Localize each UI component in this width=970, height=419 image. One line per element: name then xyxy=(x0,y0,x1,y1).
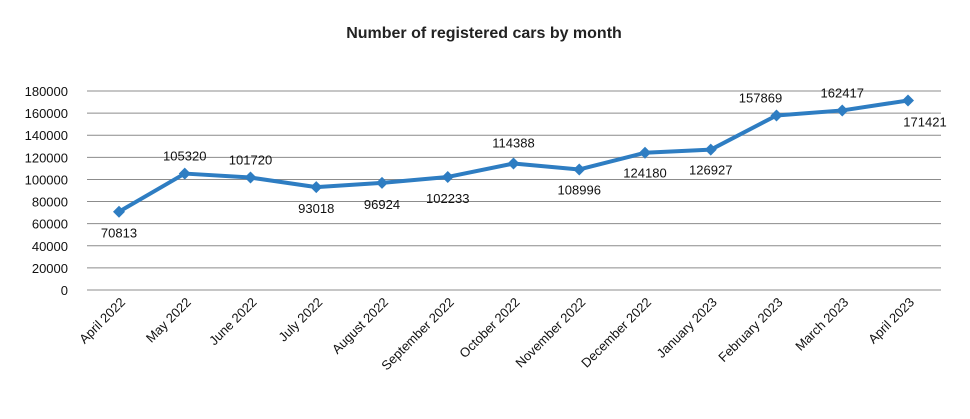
y-tick-label: 140000 xyxy=(25,128,68,143)
x-tick-label: October 2022 xyxy=(456,295,522,361)
y-tick-label: 100000 xyxy=(25,172,68,187)
x-tick-label: April 2023 xyxy=(865,295,917,347)
x-tick-label: April 2022 xyxy=(76,295,128,347)
y-tick-label: 120000 xyxy=(25,150,68,165)
data-label: 70813 xyxy=(101,226,137,241)
data-point-marker xyxy=(639,146,651,159)
gridlines xyxy=(87,90,941,291)
x-tick-label: September 2022 xyxy=(378,295,457,374)
data-point-marker xyxy=(113,205,125,218)
data-label: 96924 xyxy=(364,197,400,212)
y-tick-label: 0 xyxy=(61,283,68,298)
data-point-marker xyxy=(178,167,191,180)
x-tick-label: February 2023 xyxy=(715,295,785,365)
data-point-marker xyxy=(310,181,323,194)
data-point-marker xyxy=(704,143,717,156)
data-point-marker xyxy=(376,176,388,189)
x-tick-label: July 2022 xyxy=(275,295,325,345)
data-label: 108996 xyxy=(558,182,601,197)
data-point-marker xyxy=(441,170,454,183)
data-point-marker xyxy=(573,163,586,176)
x-axis-tick-labels: April 2022 May 2022 June 2022 July 2022 Augu… xyxy=(76,295,917,374)
data-point-marker xyxy=(507,157,520,170)
data-point-marker xyxy=(770,109,783,122)
data-markers xyxy=(113,94,914,218)
data-label: 157869 xyxy=(739,90,782,105)
data-label: 114388 xyxy=(492,136,534,151)
data-label: 102233 xyxy=(426,191,469,206)
x-tick-label: March 2023 xyxy=(792,295,851,354)
data-label: 124180 xyxy=(623,166,666,181)
data-label: 101720 xyxy=(229,153,272,168)
data-label: 126927 xyxy=(689,163,732,178)
x-tick-label: August 2022 xyxy=(329,295,391,357)
y-tick-label: 180000 xyxy=(25,84,68,99)
y-tick-label: 40000 xyxy=(32,239,68,254)
x-tick-label: December 2022 xyxy=(578,295,654,371)
data-label: 171421 xyxy=(903,114,946,129)
y-tick-label: 160000 xyxy=(25,106,68,121)
y-tick-label: 60000 xyxy=(32,217,68,232)
data-labels: 70813 105320 101720 93018 96924 102233 114388 1… xyxy=(101,85,947,240)
x-tick-label: November 2022 xyxy=(512,295,588,371)
x-tick-label: June 2022 xyxy=(206,295,260,349)
data-point-marker xyxy=(836,104,849,117)
x-tick-label: May 2022 xyxy=(143,295,194,346)
y-tick-label: 80000 xyxy=(32,195,68,210)
x-tick-label: January 2023 xyxy=(654,295,720,361)
y-tick-label: 20000 xyxy=(32,261,68,276)
data-label: 105320 xyxy=(163,149,206,164)
data-point-marker xyxy=(244,171,257,184)
chart-title: Number of registered cars by month xyxy=(346,25,622,42)
y-axis-tick-labels: 0 20000 40000 60000 80000 100000 120000 140000 1… xyxy=(25,84,68,298)
data-label: 93018 xyxy=(298,201,334,216)
data-point-marker xyxy=(902,94,914,107)
data-label: 162417 xyxy=(821,85,864,100)
